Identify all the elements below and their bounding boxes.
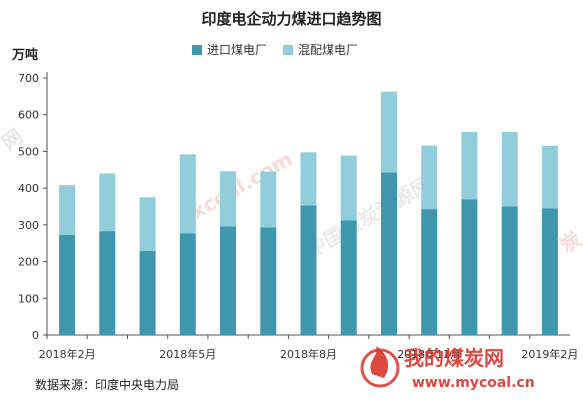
bar-import [461, 199, 478, 335]
legend: 进口煤电厂 混配煤电厂 [192, 41, 358, 58]
x-tick-label: 2018年5月 [159, 347, 216, 361]
x-tick-label: 2018年2月 [39, 347, 96, 361]
legend-label-import: 进口煤电厂 [207, 43, 268, 57]
watermark-brand-url: www.mycoal.cn [412, 375, 535, 391]
legend-swatch-blended [283, 44, 294, 55]
y-axis-unit: 万吨 [12, 48, 39, 63]
bar-blended [461, 132, 478, 200]
bar-import [501, 206, 518, 335]
y-tick-label: 0 [32, 329, 39, 342]
legend-label-blended: 混配煤电厂 [298, 43, 359, 57]
chart-title: 印度电企动力煤进口趋势图 [201, 10, 382, 28]
bar-import [99, 231, 116, 335]
bar-blended [179, 154, 196, 234]
y-tick-label: 300 [18, 219, 39, 232]
y-tick-label: 100 [18, 292, 39, 305]
y-tick-label: 200 [18, 256, 39, 269]
x-tick-label: 2019年2月 [521, 347, 578, 361]
bar-blended [501, 132, 518, 207]
y-tick-label: 400 [18, 182, 39, 195]
bar-import [260, 227, 277, 335]
x-tick-label: 2018年11月 [397, 347, 461, 361]
watermark-center-text: 中国煤炭资源网 [302, 172, 435, 263]
bar-import [421, 209, 438, 335]
bar-blended [381, 91, 397, 173]
bar-blended [260, 171, 277, 228]
tick-label-layer: 0 100 200 300 400 500 600 700 2018年2月 2018年5月 2018… [18, 72, 578, 361]
watermark-right-edge: 炭 [555, 227, 583, 258]
bar-blended [139, 197, 156, 251]
legend-item-blended: 混配煤电厂 [283, 41, 358, 58]
bar-import [139, 250, 156, 335]
bar-blended [99, 173, 116, 232]
watermark-brand-name: 我的煤炭网 [404, 346, 504, 370]
flame-icon [370, 346, 389, 378]
bar-blended [541, 145, 558, 209]
bar-blended [220, 171, 236, 227]
legend-swatch-import [192, 44, 202, 55]
bar-blended [59, 185, 76, 235]
data-source: 数据来源：印度中央电力局 [35, 378, 180, 392]
bar-layer [59, 91, 558, 335]
bar-import [59, 234, 76, 335]
watermark-logo: 我的煤炭网 www.mycoal.cn [360, 346, 535, 391]
legend-item-import: 进口煤电厂 [192, 41, 267, 58]
bar-import [541, 208, 558, 335]
y-tick-label: 700 [18, 72, 39, 85]
bar-blended [421, 145, 438, 210]
y-tick-label: 500 [18, 145, 39, 158]
bar-import [220, 226, 236, 335]
bar-import [340, 220, 357, 335]
bar-blended [300, 152, 317, 206]
bar-blended [340, 155, 357, 221]
bar-import [300, 205, 317, 335]
bar-import [381, 172, 397, 335]
bar-import [179, 233, 196, 335]
x-tick-label: 2018年8月 [280, 347, 337, 361]
y-tick-label: 600 [18, 109, 39, 122]
